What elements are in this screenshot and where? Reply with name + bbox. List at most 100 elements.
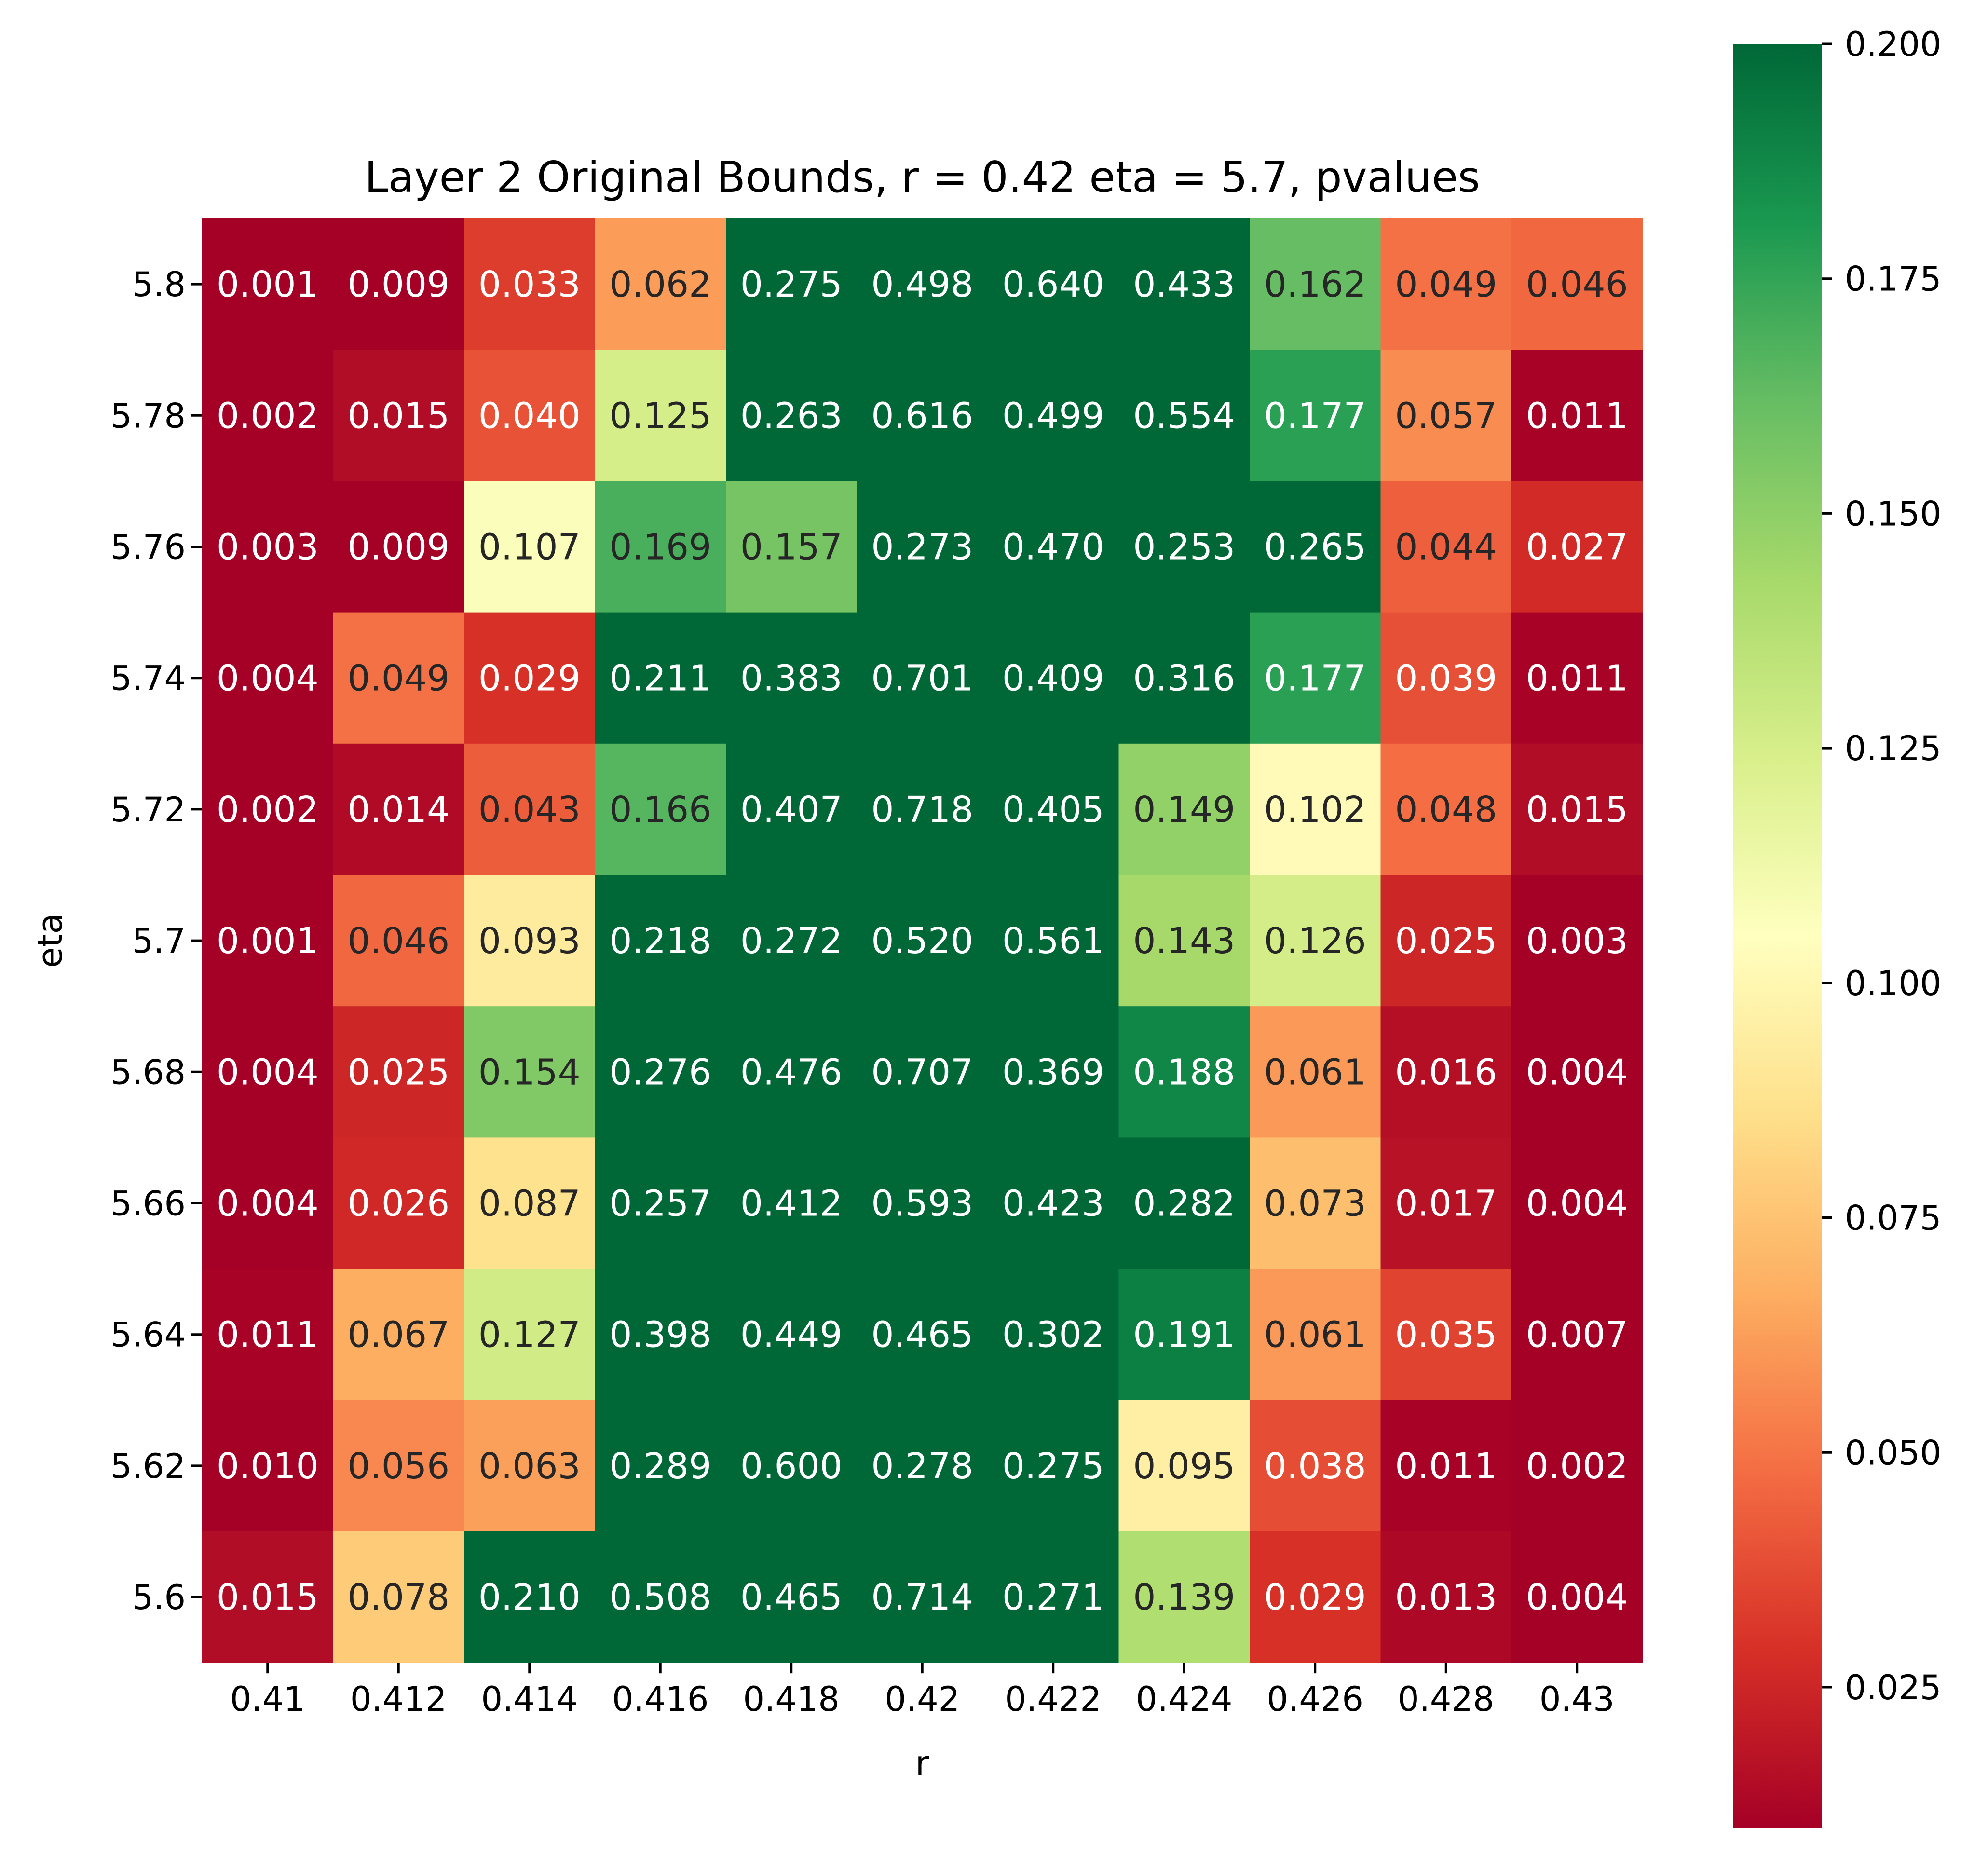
cell-value-label: 0.046 xyxy=(1526,264,1628,305)
heatmap-cell xyxy=(857,1269,988,1401)
colorbar-tick-label: 0.100 xyxy=(1845,964,1941,1003)
cell-value-label: 0.102 xyxy=(1264,789,1366,831)
heatmap-cell xyxy=(1250,481,1381,613)
heatmap-cell xyxy=(333,481,464,613)
cell-value-label: 0.316 xyxy=(1133,658,1235,699)
heatmap-cell xyxy=(595,1400,726,1532)
cell-value-label: 0.265 xyxy=(1264,527,1366,568)
cell-value-label: 0.263 xyxy=(740,395,843,437)
cell-value-label: 0.272 xyxy=(740,920,843,962)
cell-value-label: 0.029 xyxy=(1264,1577,1366,1618)
heatmap-cell xyxy=(1250,218,1381,350)
cell-value-label: 0.029 xyxy=(478,658,581,699)
cell-value-label: 0.166 xyxy=(609,789,711,831)
cell-value-label: 0.157 xyxy=(740,527,843,568)
heatmap-cells xyxy=(202,218,1643,1663)
heatmap-cell xyxy=(333,1006,464,1138)
heatmap-cell xyxy=(464,612,596,744)
heatmap-cell xyxy=(333,218,464,350)
heatmap-cell xyxy=(333,875,464,1007)
cell-value-label: 0.718 xyxy=(871,789,973,831)
cell-value-label: 0.470 xyxy=(1002,527,1104,568)
cell-value-label: 0.003 xyxy=(217,527,319,568)
heatmap-cell xyxy=(464,1531,596,1663)
x-tick-label: 0.41 xyxy=(230,1679,305,1719)
heatmap-cell xyxy=(1511,743,1643,875)
y-axis-label: eta xyxy=(30,913,70,968)
heatmap-cell xyxy=(202,350,334,481)
heatmap-cell xyxy=(1118,350,1250,481)
cell-value-label: 0.433 xyxy=(1133,264,1235,305)
x-tick-label: 0.416 xyxy=(612,1679,708,1719)
colorbar: 0.200 0.175 0.150 0.125 0.100 0.075 0.050 0.025 xyxy=(1733,25,1941,1828)
heatmap-cell xyxy=(202,1400,334,1532)
cell-value-label: 0.177 xyxy=(1264,395,1366,437)
heatmap-cell xyxy=(988,612,1119,744)
cell-value-label: 0.499 xyxy=(1002,395,1104,437)
cell-value-label: 0.707 xyxy=(871,1051,973,1093)
heatmap-cell xyxy=(202,612,334,744)
heatmap-cell xyxy=(857,1531,988,1663)
cell-value-label: 0.040 xyxy=(478,395,581,437)
cell-value-label: 0.061 xyxy=(1264,1314,1366,1356)
cell-value-label: 0.062 xyxy=(609,264,711,305)
cell-value-label: 0.143 xyxy=(1133,920,1235,962)
heatmap-cell xyxy=(595,481,726,613)
y-tick-label: 5.76 xyxy=(110,528,186,567)
cell-value-label: 0.398 xyxy=(609,1314,711,1356)
x-tick-label: 0.426 xyxy=(1267,1679,1363,1719)
heatmap-cell xyxy=(726,1137,858,1269)
cell-value-label: 0.044 xyxy=(1395,527,1497,568)
cell-value-label: 0.218 xyxy=(609,920,711,962)
heatmap-cell xyxy=(857,875,988,1007)
heatmap-cell xyxy=(726,350,858,481)
cell-value-label: 0.013 xyxy=(1395,1577,1497,1618)
heatmap-cell xyxy=(202,1269,334,1401)
heatmap-cell xyxy=(333,1137,464,1269)
heatmap-cell xyxy=(595,1531,726,1663)
cell-value-label: 0.275 xyxy=(740,264,843,305)
cell-value-label: 0.476 xyxy=(740,1051,843,1093)
heatmap-cell xyxy=(202,1531,334,1663)
cell-value-label: 0.275 xyxy=(1002,1446,1104,1487)
heatmap-cell xyxy=(988,1137,1119,1269)
heatmap-cell xyxy=(595,1137,726,1269)
heatmap-cell xyxy=(726,875,858,1007)
heatmap-cell xyxy=(1118,1531,1250,1663)
cell-value-label: 0.087 xyxy=(478,1183,581,1225)
cell-value-label: 0.016 xyxy=(1395,1051,1497,1093)
cell-value-label: 0.127 xyxy=(478,1314,581,1356)
cell-value-label: 0.056 xyxy=(347,1446,449,1487)
cell-value-label: 0.004 xyxy=(1526,1577,1628,1618)
cell-value-label: 0.282 xyxy=(1133,1183,1235,1225)
cell-value-label: 0.271 xyxy=(1002,1577,1104,1618)
heatmap-cell xyxy=(1118,1137,1250,1269)
cell-value-label: 0.001 xyxy=(217,264,319,305)
cell-value-label: 0.003 xyxy=(1526,920,1628,962)
heatmap-cell xyxy=(1118,875,1250,1007)
colorbar-gradient xyxy=(1733,44,1822,1828)
cell-value-label: 0.025 xyxy=(347,1051,449,1093)
cell-value-label: 0.210 xyxy=(478,1577,581,1618)
cell-value-label: 0.027 xyxy=(1526,527,1628,568)
chart-title: Layer 2 Original Bounds, r = 0.42 eta = … xyxy=(365,152,1480,202)
y-tick-label: 5.74 xyxy=(110,659,186,698)
heatmap-cell xyxy=(464,1269,596,1401)
cell-value-label: 0.465 xyxy=(740,1577,843,1618)
heatmap-cell xyxy=(595,743,726,875)
cell-value-label: 0.004 xyxy=(217,1183,319,1225)
heatmap-cell xyxy=(1380,1269,1512,1401)
x-tick-label: 0.418 xyxy=(743,1679,840,1719)
cell-value-label: 0.616 xyxy=(871,395,973,437)
cell-value-label: 0.002 xyxy=(217,395,319,437)
heatmap-cell xyxy=(726,1006,858,1138)
x-tick-label: 0.424 xyxy=(1136,1679,1232,1719)
heatmap-cell xyxy=(464,350,596,481)
cell-value-label: 0.276 xyxy=(609,1051,711,1093)
heatmap-cell xyxy=(857,218,988,350)
cell-value-label: 0.126 xyxy=(1264,920,1366,962)
y-tick-label: 5.8 xyxy=(132,265,186,304)
cell-value-label: 0.188 xyxy=(1133,1051,1235,1093)
heatmap-cell xyxy=(1250,1269,1381,1401)
heatmap-cell xyxy=(1118,1400,1250,1532)
